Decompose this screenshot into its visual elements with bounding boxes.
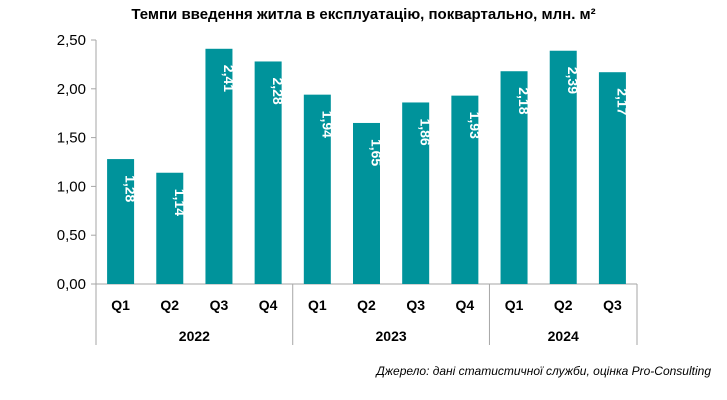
y-tick-label: 1,00 bbox=[57, 178, 86, 195]
year-label: 2024 bbox=[548, 328, 579, 344]
source-note: Джерело: дані статистичної служби, оцінк… bbox=[376, 364, 711, 378]
y-tick-label: 0,00 bbox=[57, 276, 86, 293]
year-label: 2022 bbox=[179, 328, 210, 344]
x-tick-label: Q4 bbox=[259, 297, 278, 313]
data-label: 2,28 bbox=[270, 77, 286, 104]
x-tick-label: Q3 bbox=[210, 297, 229, 313]
data-label: 1,65 bbox=[369, 139, 385, 166]
data-label: 2,39 bbox=[565, 67, 581, 94]
x-tick-label: Q2 bbox=[554, 297, 573, 313]
y-tick-label: 1,50 bbox=[57, 130, 86, 147]
bar bbox=[156, 172, 184, 284]
bar bbox=[402, 102, 430, 285]
bar bbox=[549, 50, 577, 285]
bar bbox=[205, 48, 233, 285]
data-label: 1,14 bbox=[172, 189, 188, 216]
bar bbox=[500, 71, 528, 285]
x-tick-label: Q1 bbox=[505, 297, 524, 313]
y-tick-label: 2,00 bbox=[57, 81, 86, 98]
x-tick-label: Q4 bbox=[456, 297, 475, 313]
bar bbox=[303, 94, 331, 284]
chart-title: Темпи введення житла в експлуатацію, пок… bbox=[131, 6, 596, 23]
data-label: 2,41 bbox=[221, 65, 237, 92]
bar bbox=[451, 95, 479, 284]
x-tick-label: Q2 bbox=[357, 297, 376, 313]
y-tick-label: 2,50 bbox=[57, 32, 86, 49]
year-label: 2023 bbox=[376, 328, 407, 344]
bar bbox=[598, 72, 626, 284]
bar bbox=[254, 61, 282, 284]
data-label: 2,18 bbox=[516, 87, 532, 114]
data-label: 1,93 bbox=[467, 112, 483, 139]
bar bbox=[107, 159, 135, 284]
x-tick-label: Q1 bbox=[308, 297, 327, 313]
x-tick-label: Q3 bbox=[406, 297, 425, 313]
data-label: 2,17 bbox=[614, 88, 630, 115]
y-tick-label: 0,50 bbox=[57, 227, 86, 244]
data-label: 1,28 bbox=[123, 175, 139, 202]
data-label: 1,86 bbox=[418, 118, 434, 145]
x-tick-label: Q3 bbox=[603, 297, 622, 313]
data-label: 1,94 bbox=[319, 111, 335, 138]
bar bbox=[353, 122, 380, 285]
x-tick-label: Q2 bbox=[160, 297, 179, 313]
x-tick-label: Q1 bbox=[111, 297, 130, 313]
